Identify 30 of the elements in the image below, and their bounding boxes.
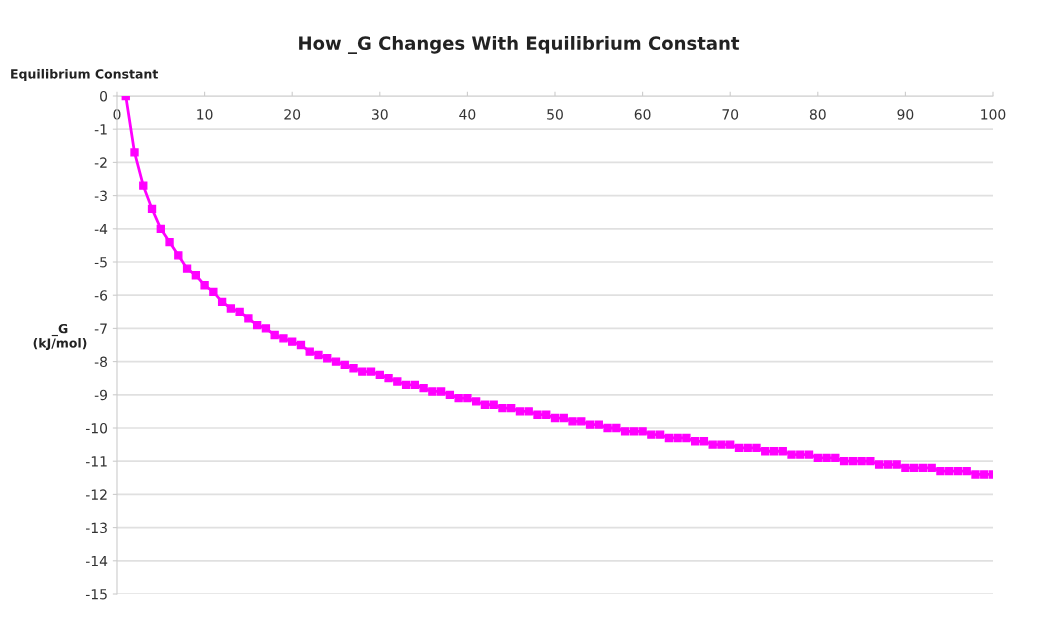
x-tick-label: 40 — [459, 109, 476, 120]
y-tick-label: -4 — [94, 223, 108, 235]
x-tick-label: 50 — [547, 109, 563, 120]
x-tick-label: 30 — [372, 109, 388, 120]
y-axis-title: _G (kJ/mol) — [33, 323, 87, 351]
chart-title: How _G Changes With Equilibrium Constant — [299, 36, 740, 54]
y-tick-label: -12 — [85, 489, 107, 500]
x-tick-label: 10 — [197, 109, 213, 120]
y-tick-label: -15 — [85, 589, 107, 600]
y-tick-label: 0 — [100, 90, 108, 102]
y-tick-label: -9 — [94, 389, 107, 401]
y-tick-label: -3 — [94, 190, 107, 202]
x-tick-label: 20 — [284, 109, 301, 120]
y-tick-label: -6 — [94, 290, 108, 301]
x-tick-label: 0 — [113, 109, 121, 120]
x-tick-label: 90 — [897, 109, 914, 120]
y-tick-label: -10 — [85, 422, 108, 434]
x-tick-label: 100 — [981, 109, 1006, 120]
y-tick-label: -14 — [85, 555, 108, 567]
y-tick-label: -7 — [94, 323, 107, 334]
y-tick-label: -2 — [94, 157, 107, 168]
x-axis-title: Equilibrium Constant — [11, 68, 159, 82]
y-tick-label: -11 — [85, 456, 107, 467]
y-tick-label: -1 — [94, 124, 107, 135]
x-tick-label: 70 — [722, 109, 739, 120]
y-tick-label: -8 — [94, 356, 108, 368]
y-tick-label: -13 — [85, 522, 107, 534]
x-tick-label: 80 — [809, 109, 826, 120]
y-tick-label: -5 — [94, 257, 107, 268]
x-tick-label: 60 — [634, 109, 651, 120]
